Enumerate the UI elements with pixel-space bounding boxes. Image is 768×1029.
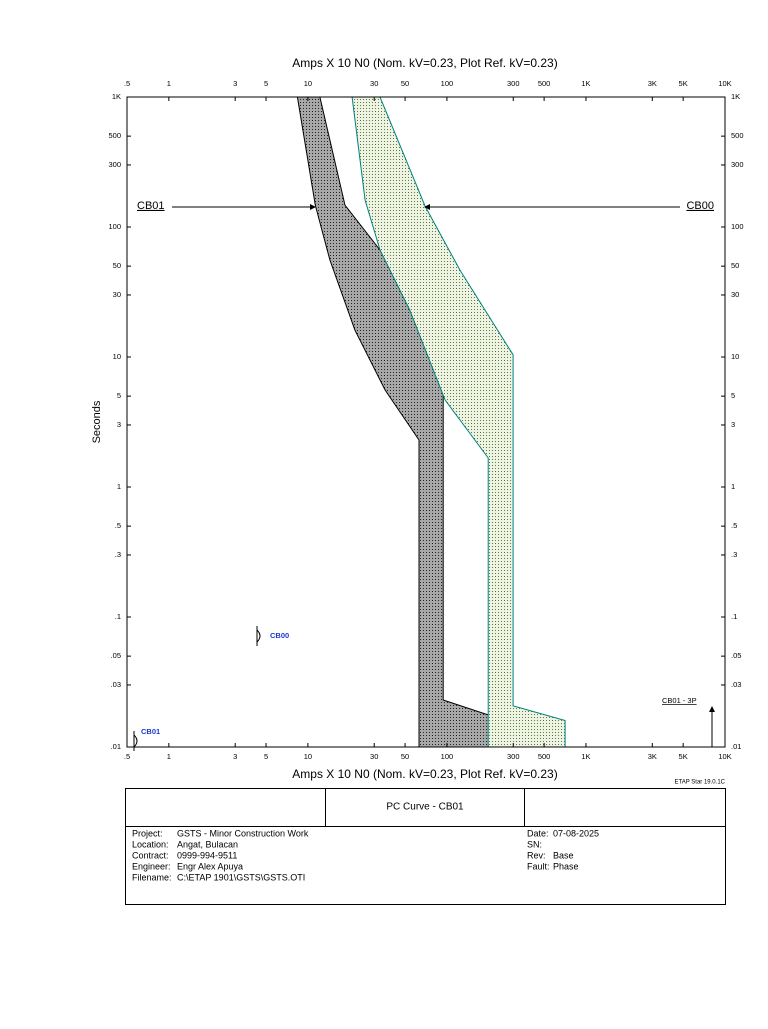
info-value: 0999-994-9511	[177, 850, 237, 860]
x-tick-label: 3K	[648, 752, 657, 761]
x-tick-label: 50	[401, 79, 409, 88]
info-value: Engr Alex Apuya	[177, 861, 243, 871]
y-tick-label: .3	[115, 550, 121, 559]
y-tick-label: 3	[117, 420, 121, 429]
info-label: Project:	[132, 828, 163, 838]
y-tick-label: 30	[113, 290, 121, 299]
device-label: CB00	[270, 631, 289, 640]
y-tick-label: 3	[731, 420, 735, 429]
y-tick-label: .03	[111, 680, 121, 689]
y-tick-label: .5	[115, 521, 121, 530]
x-tick-label: 50	[401, 752, 409, 761]
y-tick-label: 300	[108, 160, 121, 169]
x-tick-label: 1	[167, 752, 171, 761]
x-tick-label: 30	[370, 79, 378, 88]
y-tick-label: 100	[731, 222, 744, 231]
software-label: ETAP Star 19.0.1C	[675, 780, 726, 786]
curve-band	[351, 96, 566, 748]
title-block-frame	[125, 788, 726, 905]
y-tick-label: .05	[731, 651, 741, 660]
chart-title: Amps X 10 N0 (Nom. kV=0.23, Plot Ref. kV…	[292, 56, 557, 70]
y-tick-label: 1K	[731, 92, 740, 101]
info-label: Filename:	[132, 872, 172, 882]
y-tick-label: .01	[731, 742, 741, 751]
y-tick-label: 500	[731, 131, 744, 140]
x-tick-label: 300	[507, 752, 520, 761]
y-tick-label: .5	[731, 521, 737, 530]
y-tick-label: 10	[731, 352, 739, 361]
device-label: CB01	[141, 727, 160, 736]
x-tick-label: 3	[233, 79, 237, 88]
x-tick-label: 3K	[648, 79, 657, 88]
info-label: SN:	[527, 839, 542, 849]
y-tick-label: 1	[731, 482, 735, 491]
info-value: Base	[553, 850, 574, 860]
y-tick-label: 30	[731, 290, 739, 299]
x-tick-label: 10K	[718, 79, 731, 88]
x-tick-label: .5	[124, 79, 130, 88]
info-label: Contract:	[132, 850, 169, 860]
x-tick-label: 30	[370, 752, 378, 761]
info-value: Angat, Bulacan	[177, 839, 238, 849]
series-label: CB01	[137, 200, 165, 212]
y-tick-label: 10	[113, 352, 121, 361]
y-tick-label: 500	[108, 131, 121, 140]
x-tick-label: 5K	[679, 752, 688, 761]
x-tick-label: 5	[264, 79, 268, 88]
y-tick-label: 1K	[112, 92, 121, 101]
info-value: 07-08-2025	[553, 828, 599, 838]
y-tick-label: 1	[117, 482, 121, 491]
block-title: PC Curve - CB01	[386, 802, 464, 813]
x-tick-label: 500	[538, 752, 551, 761]
breaker-symbol	[256, 626, 261, 646]
y-tick-label: .01	[111, 742, 121, 751]
y-tick-label: .03	[731, 680, 741, 689]
x-tick-label: 5	[264, 752, 268, 761]
info-label: Fault:	[527, 861, 550, 871]
x-tick-label: 1K	[581, 752, 590, 761]
y-tick-label: .05	[111, 651, 121, 660]
y-axis-label: Seconds	[91, 400, 103, 443]
info-value: Phase	[553, 861, 579, 871]
info-label: Location:	[132, 839, 169, 849]
breaker-symbol	[133, 731, 138, 751]
x-tick-label: 100	[441, 79, 454, 88]
chart-title-bottom: Amps X 10 N0 (Nom. kV=0.23, Plot Ref. kV…	[292, 767, 557, 781]
y-tick-label: 50	[731, 261, 739, 270]
x-tick-label: 100	[441, 752, 454, 761]
x-tick-label: .5	[124, 752, 130, 761]
series-label: CB00	[686, 200, 714, 212]
x-tick-label: 500	[538, 79, 551, 88]
y-tick-label: 5	[117, 391, 121, 400]
x-tick-label: 300	[507, 79, 520, 88]
y-tick-label: 5	[731, 391, 735, 400]
y-tick-label: 50	[113, 261, 121, 270]
x-tick-label: 3	[233, 752, 237, 761]
y-tick-label: 300	[731, 160, 744, 169]
fault-label: CB01 - 3P	[662, 696, 697, 705]
x-tick-label: 1	[167, 79, 171, 88]
x-tick-label: 10	[304, 79, 312, 88]
y-tick-label: .1	[731, 612, 737, 621]
info-label: Rev:	[527, 850, 546, 860]
y-tick-label: 100	[108, 222, 121, 231]
info-value: GSTS - Minor Construction Work	[177, 828, 309, 838]
info-label: Engineer:	[132, 861, 171, 871]
title-block: PC Curve - CB01	[125, 788, 726, 905]
x-tick-label: 1K	[581, 79, 590, 88]
x-tick-label: 10	[304, 752, 312, 761]
y-tick-label: .3	[731, 550, 737, 559]
y-tick-label: .1	[115, 612, 121, 621]
info-value: C:\ETAP 1901\GSTS\GSTS.OTI	[177, 872, 305, 882]
x-tick-label: 5K	[679, 79, 688, 88]
x-tick-label: 10K	[718, 752, 731, 761]
plot-frame	[126, 96, 726, 748]
info-label: Date:	[527, 828, 549, 838]
